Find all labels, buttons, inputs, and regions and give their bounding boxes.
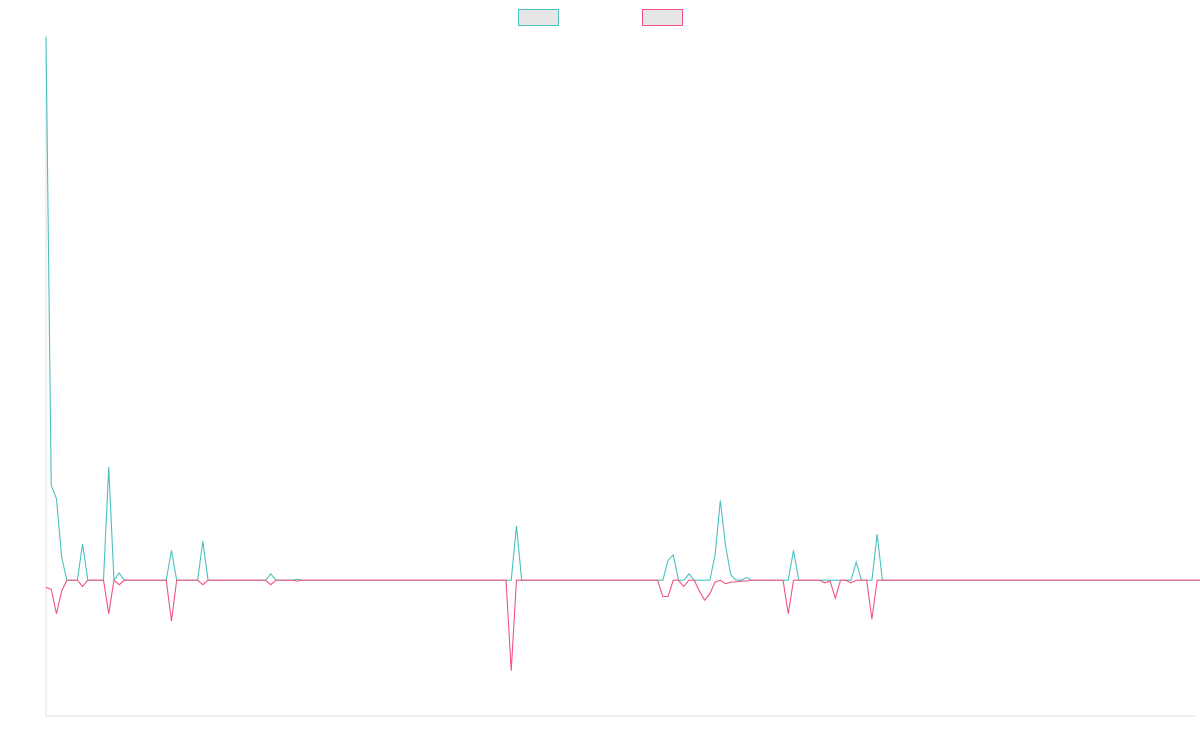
legend-swatch-1 xyxy=(518,9,559,26)
series-line-1 xyxy=(45,36,1200,582)
legend-swatch-2 xyxy=(642,9,683,26)
series-line-2 xyxy=(45,579,1200,671)
